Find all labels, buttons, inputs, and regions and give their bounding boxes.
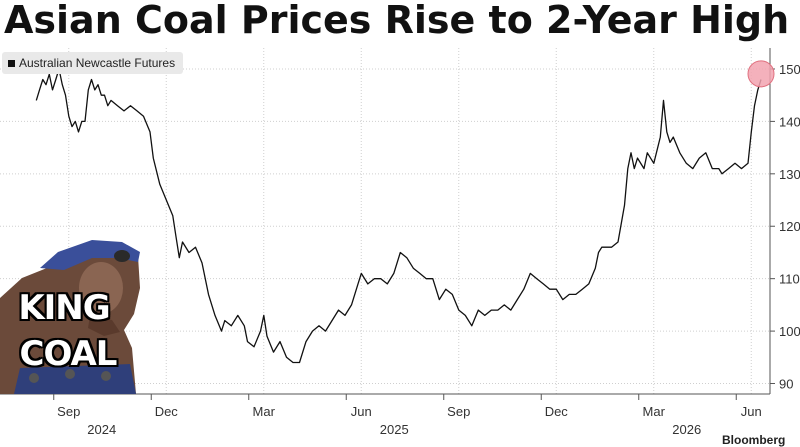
overlay-text-coal: COAL xyxy=(19,334,118,374)
x-tick-label: Sep xyxy=(447,404,470,419)
y-tick-label: 130 xyxy=(779,167,800,182)
series-layer xyxy=(35,60,775,364)
x-year-label: 2025 xyxy=(380,422,409,437)
x-tick-label: Mar xyxy=(643,404,666,419)
y-tick-label: 90 xyxy=(779,377,793,392)
coal-miner-image xyxy=(0,240,140,394)
tick-labels: 90 100 110 120 130 140 150 Sep 2024 Dec Mar Jun 2025… xyxy=(57,62,800,437)
legend: Australian Newcastle Futures xyxy=(2,52,184,74)
series-line xyxy=(35,68,762,364)
x-tick-label: Sep xyxy=(57,404,80,419)
overlay-text-king: KING xyxy=(18,288,110,328)
source-credit: Bloomberg xyxy=(722,433,786,447)
highlight-marker xyxy=(747,60,775,88)
chart-title: Asian Coal Prices Rise to 2-Year High xyxy=(4,0,790,42)
x-tick-label: Dec xyxy=(155,404,179,419)
y-tick-label: 100 xyxy=(779,324,800,339)
x-year-label: 2026 xyxy=(672,422,701,437)
x-tick-label: Dec xyxy=(545,404,569,419)
legend-swatch xyxy=(8,59,15,67)
x-tick-label: Jun xyxy=(351,404,372,419)
axes xyxy=(0,48,775,400)
y-tick-label: 110 xyxy=(779,272,800,287)
x-year-label: 2024 xyxy=(87,422,116,437)
grid xyxy=(0,48,770,394)
x-tick-label: Mar xyxy=(253,404,276,419)
y-tick-label: 120 xyxy=(779,219,800,234)
legend-label: Australian Newcastle Futures xyxy=(19,56,176,70)
x-tick-label: Jun xyxy=(741,404,762,419)
y-tick-label: 150 xyxy=(779,62,800,77)
y-tick-label: 140 xyxy=(779,114,800,129)
